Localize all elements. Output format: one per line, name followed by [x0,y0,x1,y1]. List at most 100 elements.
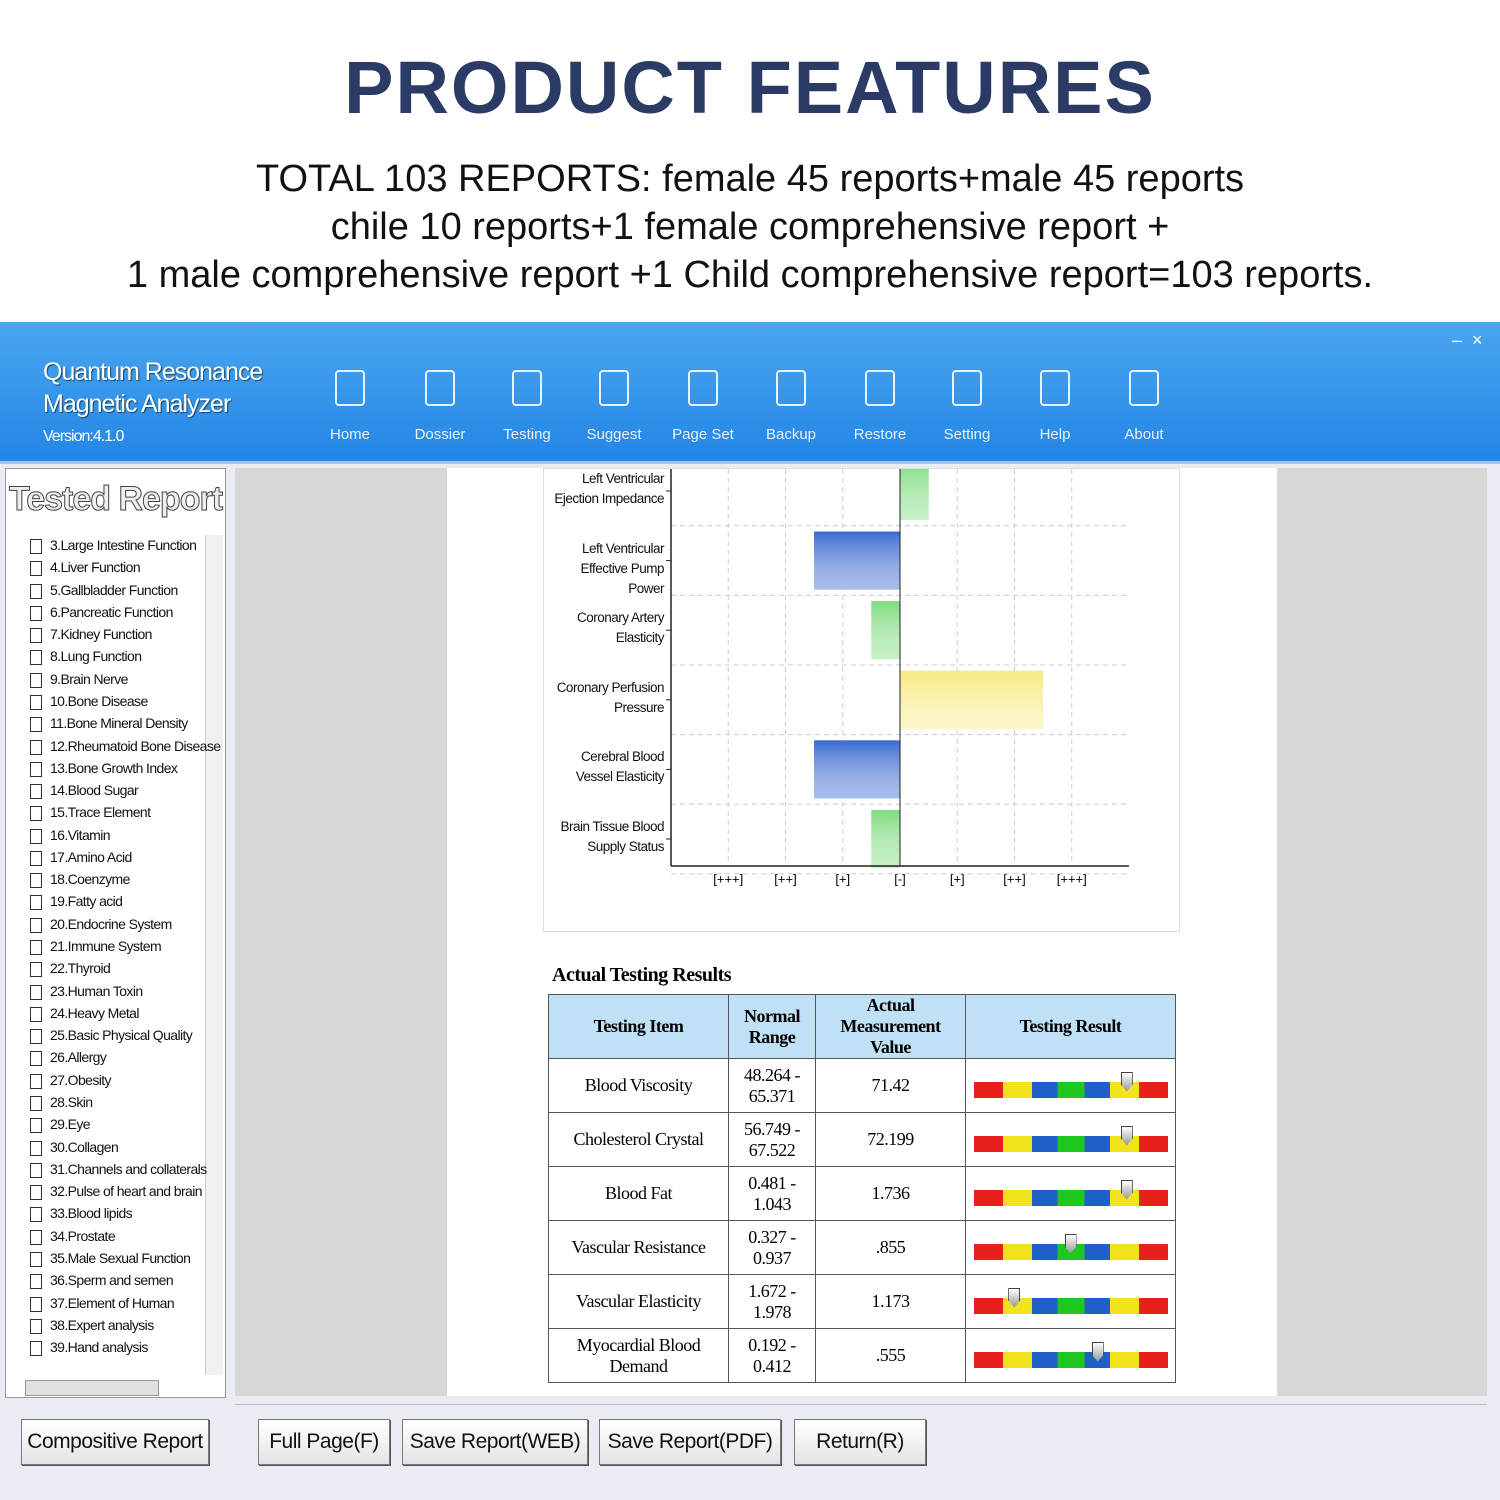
window-controls[interactable]: – × [1452,330,1483,350]
toolbar-icon[interactable] [1040,370,1070,406]
report-item[interactable]: 5.Gallbladder Function [50,581,178,598]
report-icon [30,828,42,844]
report-item[interactable]: 10.Bone Disease [50,692,148,709]
button[interactable]: Full Page(F) [258,1419,390,1465]
report-item[interactable]: 3.Large Intestine Function [50,537,197,553]
toolbar-label[interactable]: Testing [503,426,551,443]
report-item[interactable]: 37.Element of Human [50,1294,175,1311]
table-cell: 0.327 - 0.937 [728,1220,816,1275]
sidebar-title: Tested Report [8,480,223,519]
toolbar-label[interactable]: Home [329,426,370,443]
column-header: Testing Item [548,994,729,1059]
report-item[interactable]: 27.Obesity [50,1071,112,1088]
category-label: Coronary Artery Elasticity [576,610,665,646]
column-header: Normal Range [728,994,816,1059]
table-cell: 72.199 [815,1112,966,1167]
report-item[interactable]: 19.Fatty acid [50,893,123,910]
report-item[interactable]: 25.Basic Physical Quality [50,1027,193,1044]
header-line: chile 10 reports+1 female comprehensive … [330,206,1170,248]
gauge [973,1341,1168,1368]
report-item[interactable]: 29.Eye [50,1116,91,1133]
button[interactable]: Compositive Report [21,1419,209,1465]
report-item[interactable]: 36.Sperm and semen [50,1272,174,1289]
toolbar-label[interactable]: Suggest [586,426,642,443]
button[interactable]: Save Report(WEB) [402,1419,588,1465]
report-item[interactable]: 17.Amino Acid [50,848,132,865]
report-icon [30,1251,42,1267]
report-item[interactable]: 6.Pancreatic Function [50,603,173,620]
report-item[interactable]: 20.Endocrine System [50,915,172,932]
report-item[interactable]: 9.Brain Nerve [50,670,128,687]
gauge-marker [1064,1233,1077,1254]
report-icon [30,539,42,554]
report-icon [30,694,42,710]
report-icon [30,1006,42,1022]
report-item[interactable]: 16.Vitamin [50,826,111,843]
toolbar-label[interactable]: Restore [853,426,907,443]
table-cell: Vascular Elasticity [548,1274,729,1329]
report-item[interactable]: 4.Liver Function [50,559,141,576]
report-icon [30,1318,42,1334]
toolbar-icon[interactable] [865,370,895,406]
report-item[interactable]: 12.Rheumatoid Bone Disease [50,737,221,754]
report-item[interactable]: 23.Human Toxin [50,982,143,999]
app-header [0,322,1500,464]
report-item[interactable]: 22.Thyroid [50,960,111,977]
report-item[interactable]: 38.Expert analysis [50,1316,154,1333]
toolbar-icon[interactable] [952,370,982,406]
toolbar-icon[interactable] [335,370,365,406]
report-item[interactable]: 35.Male Sexual Function [50,1249,191,1266]
report-item[interactable]: 8.Lung Function [50,648,142,665]
toolbar-label[interactable]: Setting [943,426,991,443]
report-item[interactable]: 21.Immune System [50,938,162,955]
x-tick-label: [+++] [1057,871,1087,886]
toolbar-label[interactable]: Dossier [414,426,466,443]
toolbar-icon[interactable] [1129,370,1159,406]
bar [900,469,929,520]
page-title: PRODUCT FEATURES [344,46,1156,129]
report-item[interactable]: 30.Collagen [50,1138,119,1155]
report-item[interactable]: 32.Pulse of heart and brain [50,1183,203,1200]
toolbar-icon[interactable] [688,370,718,406]
gauge-marker [1120,1071,1133,1092]
report-item[interactable]: 11.Bone Mineral Density [50,715,188,732]
scrollbar[interactable] [205,535,223,1375]
toolbar-icon[interactable] [425,370,455,406]
table-row: Blood Viscosity 48.264 - 65.371 71.42 [548,1058,1176,1113]
report-item[interactable]: 31.Channels and collaterals [50,1160,207,1177]
category-label: Left Ventricular Ejection Impedance [554,471,664,506]
report-item[interactable]: 18.Coenzyme [50,871,130,888]
report-item[interactable]: 13.Bone Growth Index [50,759,178,776]
result-cell [965,1112,1176,1167]
toolbar-icon[interactable] [599,370,629,406]
toolbar-label[interactable]: Page Set [672,426,734,443]
report-item[interactable]: 14.Blood Sugar [50,782,139,799]
bar [900,670,1044,729]
report-item[interactable]: 24.Heavy Metal [50,1004,139,1021]
result-cell [965,1220,1176,1275]
button[interactable]: Save Report(PDF) [599,1419,781,1465]
report-item[interactable]: 34.Prostate [50,1227,116,1244]
report-item[interactable]: 28.Skin [50,1094,93,1110]
toolbar-label[interactable]: Backup [765,426,817,443]
header-line: 1 male comprehensive report +1 Child com… [126,254,1374,296]
toolbar-label[interactable]: About [1124,426,1164,443]
header-line: TOTAL 103 REPORTS: female 45 reports+mal… [255,158,1245,200]
category-label: Coronary Perfusion Pressure [556,679,665,715]
report-icon [30,806,42,822]
table-cell: .555 [815,1328,966,1383]
scrollbar[interactable] [25,1380,159,1396]
toolbar-label[interactable]: Help [1039,426,1071,443]
report-item[interactable]: 7.Kidney Function [50,626,152,643]
report-item[interactable]: 26.Allergy [50,1049,107,1066]
report-item[interactable]: 39.Hand analysis [50,1339,148,1356]
button[interactable]: Return(R) [794,1419,926,1465]
report-icon [30,940,42,956]
table-cell: 56.749 - 67.522 [728,1112,816,1167]
toolbar-icon[interactable] [776,370,806,406]
report-item[interactable]: 33.Blood lipids [50,1205,133,1222]
toolbar-icon[interactable] [512,370,542,406]
report-icon [30,1073,42,1089]
report-item[interactable]: 15.Trace Element [50,804,151,821]
